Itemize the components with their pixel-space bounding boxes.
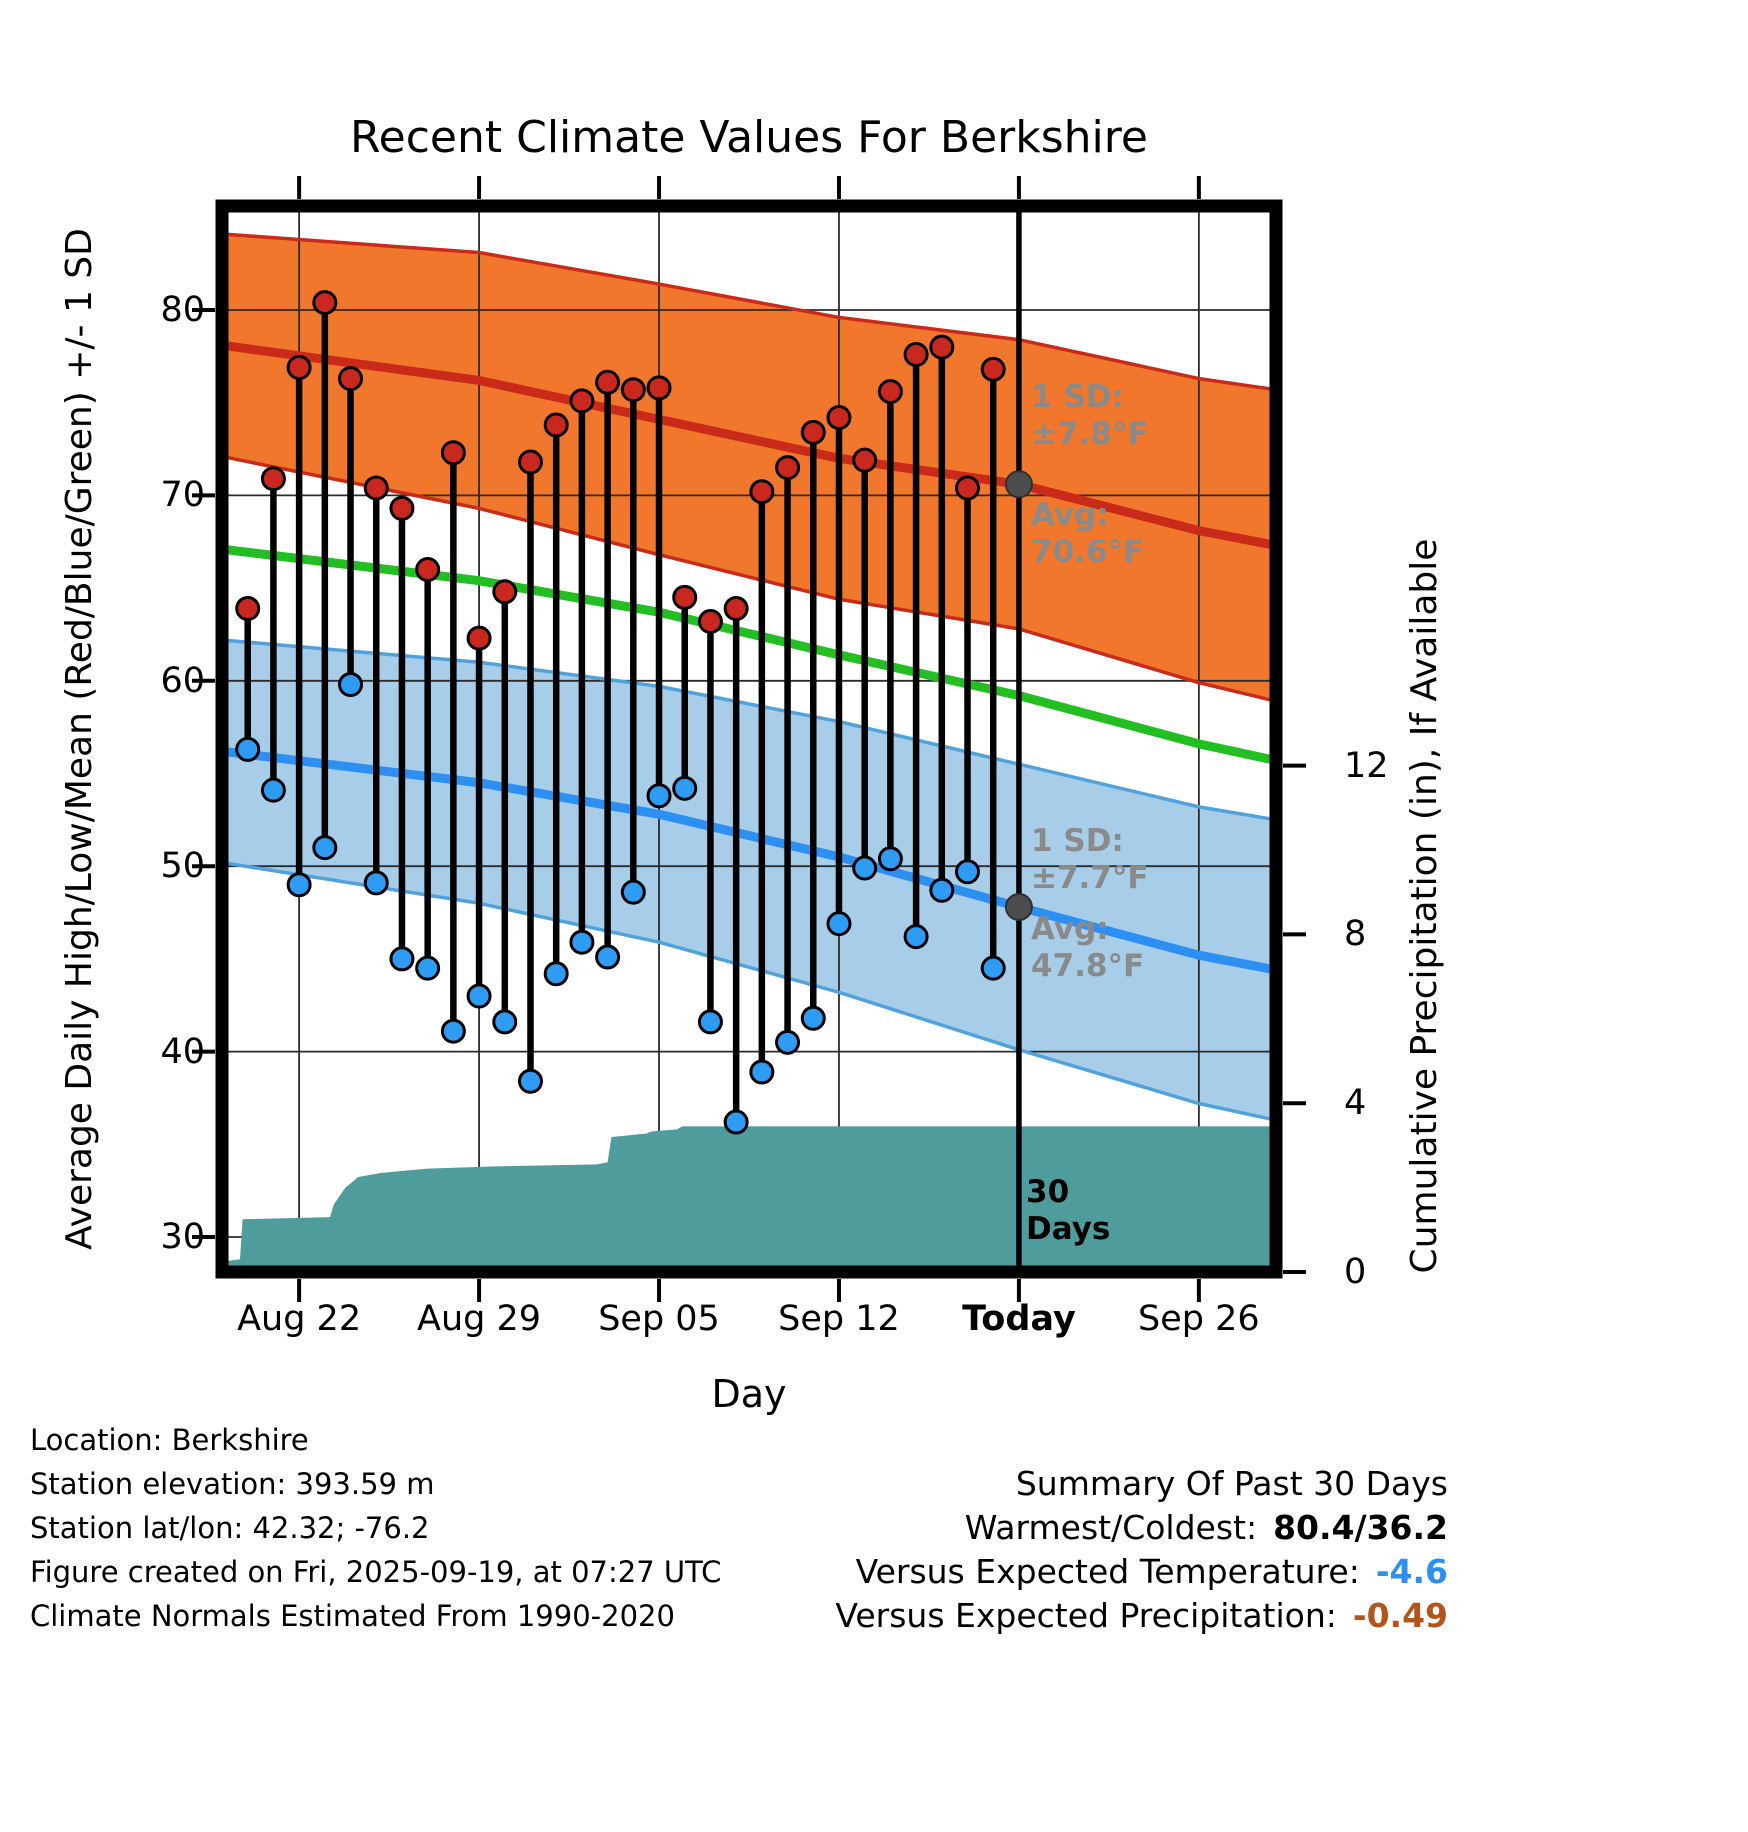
summary-row-label: Versus Expected Precipitation: bbox=[835, 1596, 1337, 1635]
x-axis-label: Day bbox=[711, 1372, 787, 1416]
station-info-line: Climate Normals Estimated From 1990-2020 bbox=[30, 1599, 675, 1633]
right-axis-label: Cumulative Precipitation (in), If Availa… bbox=[1404, 538, 1445, 1274]
high-sd-annotation: 1 SD: ±7.8°F bbox=[1031, 379, 1149, 452]
summary-row-value: 80.4/36.2 bbox=[1273, 1508, 1448, 1547]
left-axis-label: Average Daily High/Low/Mean (Red/Blue/Gr… bbox=[59, 228, 100, 1250]
summary-row: Versus Expected Precipitation: -0.49 bbox=[835, 1594, 1448, 1638]
station-info: Location: Berkshire Station elevation: 3… bbox=[30, 1418, 721, 1638]
summary-row-label: Warmest/Coldest: bbox=[964, 1508, 1258, 1547]
period-annotation: 30 Days bbox=[1026, 1174, 1111, 1247]
summary-panel: Summary Of Past 30 Days Warmest/Coldest:… bbox=[835, 1462, 1448, 1638]
high-avg-annotation: Avg: 70.6°F bbox=[1031, 497, 1145, 570]
station-info-line: Station elevation: 393.59 m bbox=[30, 1467, 435, 1501]
summary-title: Summary Of Past 30 Days bbox=[1015, 1464, 1448, 1503]
station-info-line: Figure created on Fri, 2025-09-19, at 07… bbox=[30, 1555, 722, 1589]
summary-row-value: -4.6 bbox=[1375, 1552, 1448, 1591]
summary-row-label: Versus Expected Temperature: bbox=[855, 1552, 1360, 1591]
station-info-line: Location: Berkshire bbox=[30, 1423, 309, 1457]
station-info-line: Station lat/lon: 42.32; -76.2 bbox=[30, 1511, 430, 1545]
summary-row: Versus Expected Temperature: -4.6 bbox=[835, 1550, 1448, 1594]
low-avg-annotation: Avg: 47.8°F bbox=[1031, 911, 1145, 984]
summary-row: Warmest/Coldest: 80.4/36.2 bbox=[835, 1506, 1448, 1550]
chart-title: Recent Climate Values For Berkshire bbox=[350, 112, 1148, 163]
low-sd-annotation: 1 SD: ±7.7°F bbox=[1031, 823, 1149, 896]
summary-row-value: -0.49 bbox=[1352, 1596, 1448, 1635]
